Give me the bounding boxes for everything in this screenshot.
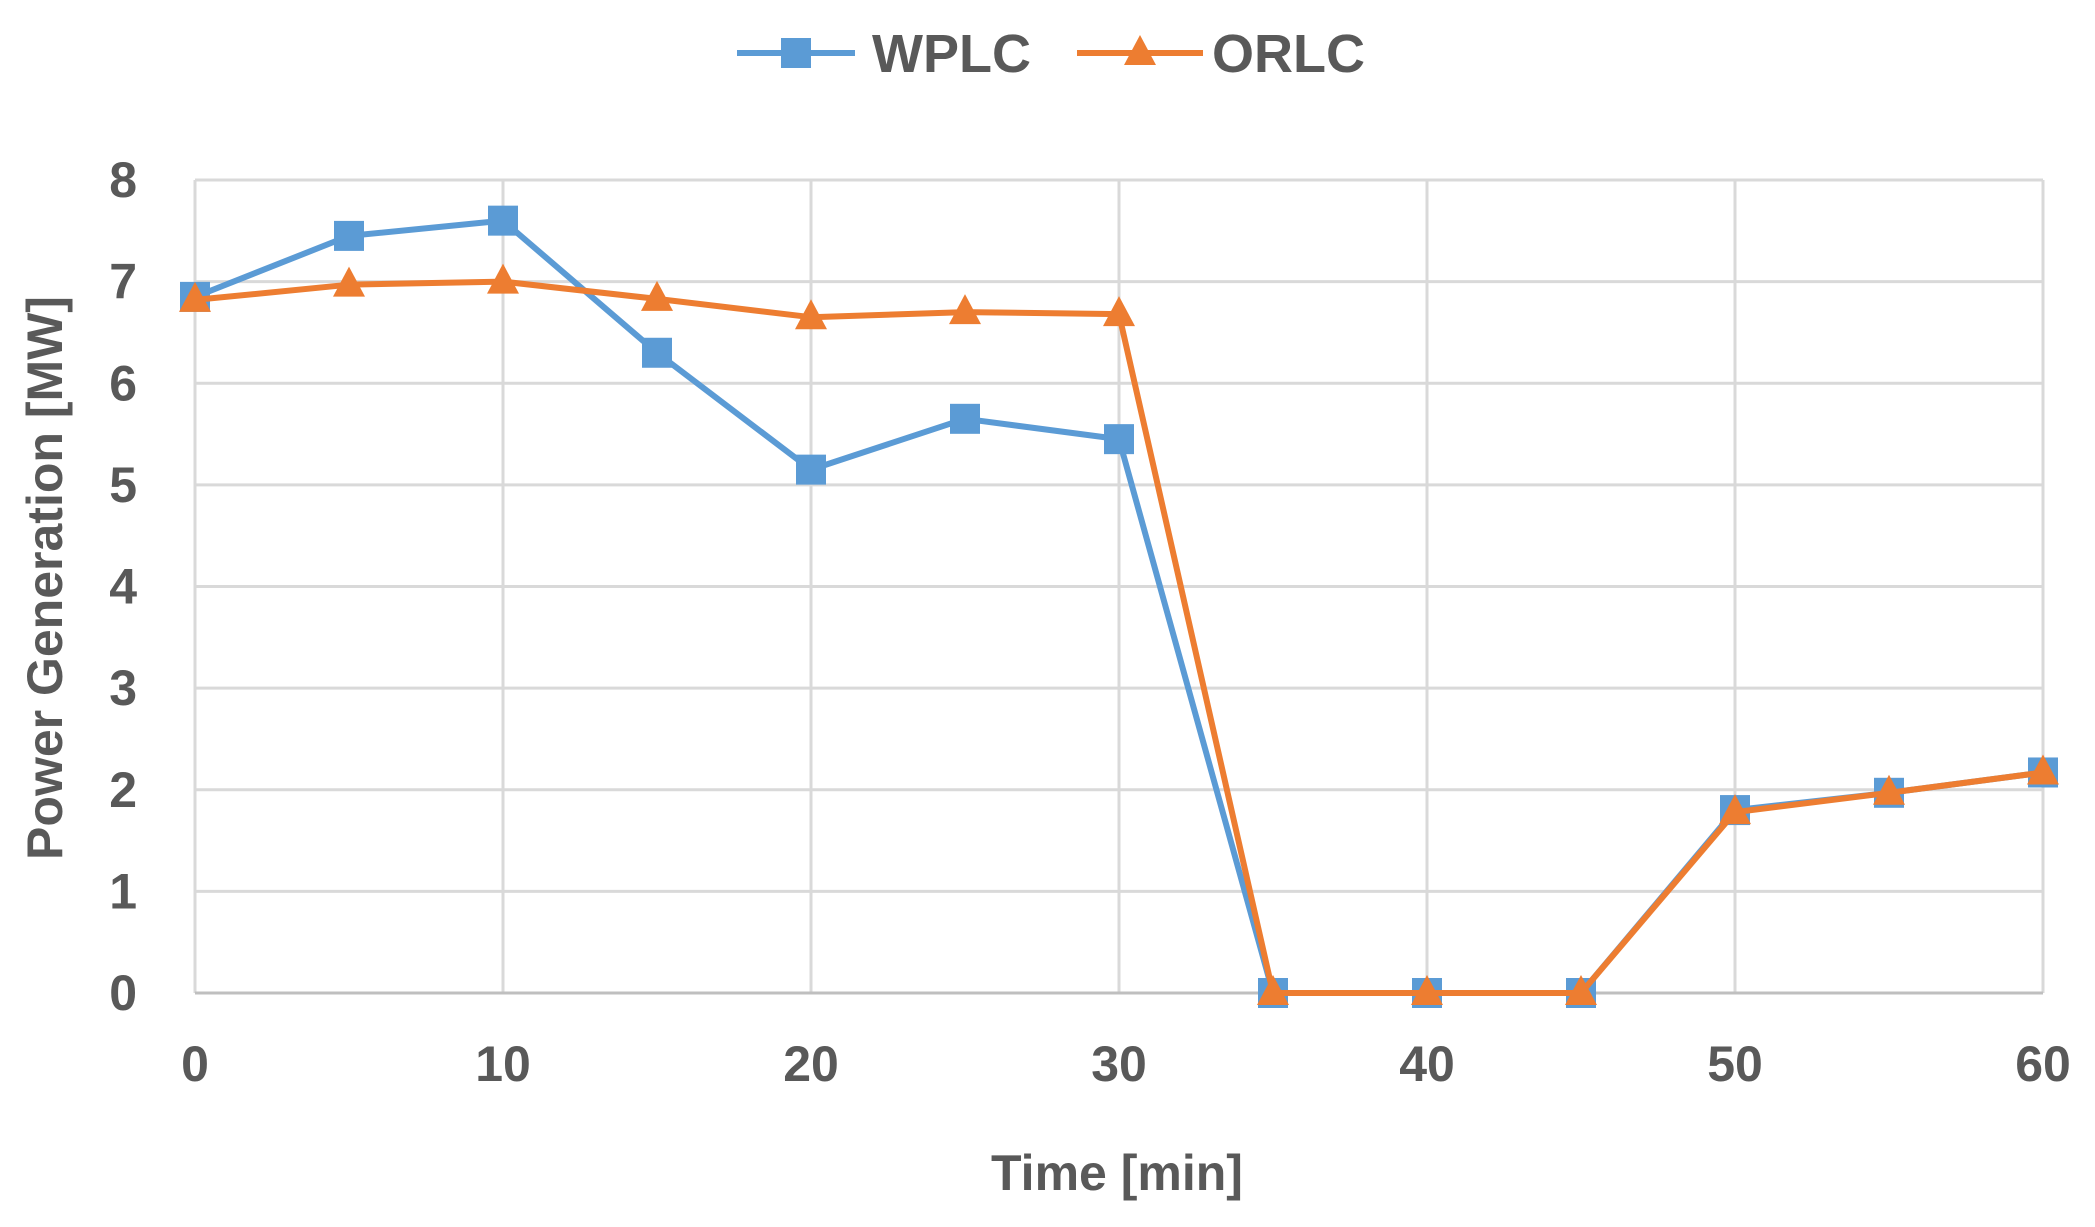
y-tick-label: 5 [109,457,137,513]
legend-label: ORLC [1212,24,1365,84]
data-point-orlc [1411,975,1443,1005]
y-tick-label: 1 [109,863,137,919]
data-point-orlc [179,281,211,312]
data-point-wplc [950,403,980,434]
legend-marker [1124,35,1156,65]
data-point-orlc [949,294,981,325]
data-point-orlc [333,266,365,297]
data-point-orlc [1873,774,1905,805]
legend-item-orlc: ORLC [1077,24,1365,84]
legend: WPLC ORLC [737,24,1365,84]
series-layer [179,205,2059,1008]
data-point-orlc [795,299,827,330]
data-point-wplc [334,220,364,251]
data-point-orlc [487,263,519,294]
y-tick-label: 0 [109,965,137,1021]
data-point-wplc [642,337,672,368]
data-point-wplc [488,205,518,236]
y-tick-label: 2 [109,762,137,818]
series-orlc [179,263,2059,1005]
data-point-orlc [1565,975,1597,1005]
x-tick-label: 20 [783,1036,839,1092]
data-point-orlc [1103,296,1135,327]
y-tick-label: 8 [109,152,137,208]
data-point-orlc [641,280,673,311]
x-tick-label: 50 [1707,1036,1763,1092]
data-point-orlc [2027,754,2059,785]
x-tick-label: 40 [1399,1036,1455,1092]
legend-marker [781,38,811,68]
x-tick-label: 10 [475,1036,531,1092]
data-point-wplc [1104,424,1134,455]
data-point-orlc [1257,975,1289,1005]
y-axis-title: Power Generation [MW] [17,296,73,860]
x-tick-label: 30 [1091,1036,1147,1092]
y-tick-label: 4 [109,559,137,615]
data-point-orlc [1719,794,1751,825]
legend-item-wplc: WPLC [737,24,1031,84]
x-axis-ticks: 0 10 20 30 40 50 60 [181,1036,2071,1092]
y-axis-ticks: 0 1 2 3 4 5 6 7 8 [109,152,137,1021]
legend-label: WPLC [872,24,1031,84]
y-tick-label: 3 [109,660,137,716]
y-tick-label: 6 [109,355,137,411]
x-axis-title: Time [min] [991,1145,1243,1201]
x-tick-label: 60 [2015,1036,2071,1092]
data-point-wplc [796,454,826,485]
x-tick-label: 0 [181,1036,209,1092]
y-tick-label: 7 [109,254,137,310]
